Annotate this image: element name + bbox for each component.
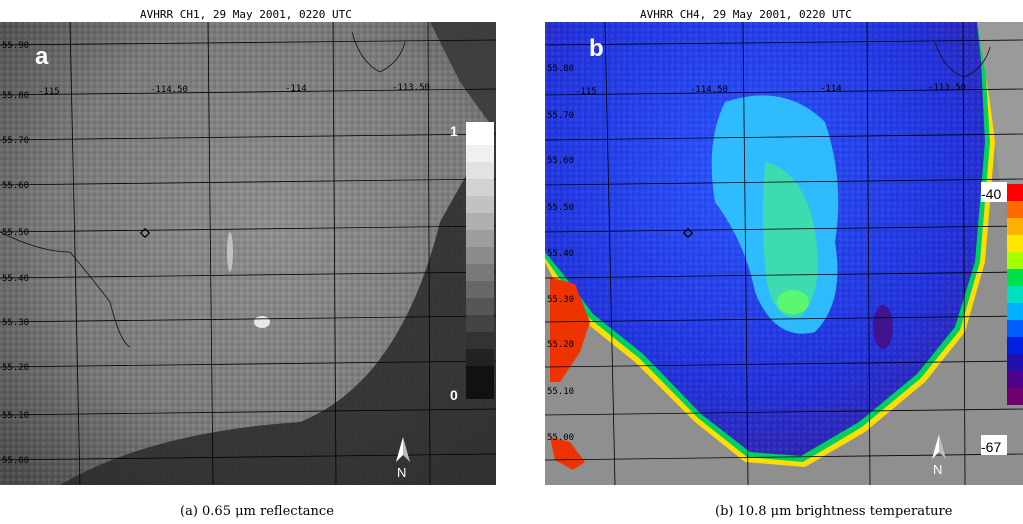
lat-label: 55.80 [2, 91, 29, 101]
panel-letter: a [35, 43, 49, 70]
station-marker [139, 227, 151, 239]
lat-label: 55.80 [547, 64, 574, 74]
panel-a-title: AVHRR CH1, 29 May 2001, 0220 UTC [140, 8, 352, 21]
bright-spot [254, 316, 270, 328]
lat-label: 55.20 [547, 340, 574, 350]
lon-label: -115 [38, 87, 60, 97]
lat-label: 55.60 [547, 156, 574, 166]
lat-label: 55.40 [2, 274, 29, 284]
lat-label: 55.10 [2, 411, 29, 421]
lon-label: -114.50 [150, 85, 188, 95]
panel-a-image: 55.90 55.80 55.70 55.60 55.50 55.40 55.3… [0, 22, 496, 485]
lat-label: 55.00 [547, 433, 574, 443]
lon-label: -114.50 [690, 85, 728, 95]
lat-label: 55.30 [547, 295, 574, 305]
lon-label: -113.50 [392, 83, 430, 93]
north-label: N [933, 462, 942, 477]
panel-b-title: AVHRR CH4, 29 May 2001, 0220 UTC [640, 8, 852, 21]
north-arrow-icon: N [396, 437, 410, 480]
lat-lon-grid [0, 22, 496, 485]
lat-lon-grid [545, 22, 1023, 485]
lon-label: -114 [285, 84, 307, 94]
lon-label: -113.50 [928, 83, 966, 93]
colorbar-max-label: 1 [450, 123, 458, 139]
colorbar-max-label: -40 [981, 186, 1001, 202]
panel-b-map: 55.80 55.70 55.60 55.50 55.40 55.30 55.2… [545, 22, 1023, 485]
north-label: N [397, 465, 406, 480]
colorbar-b [981, 182, 1023, 455]
dark-region [60, 122, 496, 485]
lat-label: 55.50 [2, 228, 29, 238]
panel-b-image: 55.80 55.70 55.60 55.50 55.40 55.30 55.2… [545, 22, 1023, 485]
lat-label: 55.50 [547, 203, 574, 213]
lat-label: 55.30 [2, 318, 29, 328]
lat-label: 55.60 [2, 181, 29, 191]
lat-label: 55.90 [2, 41, 29, 51]
panel-b-caption: (b) 10.8 μm brightness temperature [715, 504, 953, 519]
panel-a-map: 55.90 55.80 55.70 55.60 55.50 55.40 55.3… [0, 22, 496, 485]
lat-label: 55.10 [547, 387, 574, 397]
panel-a-caption: (a) 0.65 μm reflectance [180, 504, 334, 519]
lon-label: -115 [575, 87, 597, 97]
station-marker [682, 227, 694, 239]
lat-label: 55.70 [547, 111, 574, 121]
colorbar-min-label: 0 [450, 387, 458, 403]
lat-label: 55.70 [2, 136, 29, 146]
lat-label: 55.20 [2, 363, 29, 373]
colorbar-a [466, 122, 494, 399]
hot-spot-region [550, 277, 590, 382]
north-arrow-icon: N [932, 434, 946, 477]
lon-label: -114 [820, 84, 842, 94]
panel-a-reflectance: AVHRR CH1, 29 May 2001, 0220 UTC [0, 0, 496, 519]
panel-b-brightness-temperature: AVHRR CH4, 29 May 2001, 0220 UTC [540, 0, 1023, 519]
lat-label: 55.40 [547, 249, 574, 259]
colorbar-min-label: -67 [981, 439, 1001, 455]
lat-label: 55.00 [2, 456, 29, 466]
panel-letter: b [589, 35, 604, 62]
